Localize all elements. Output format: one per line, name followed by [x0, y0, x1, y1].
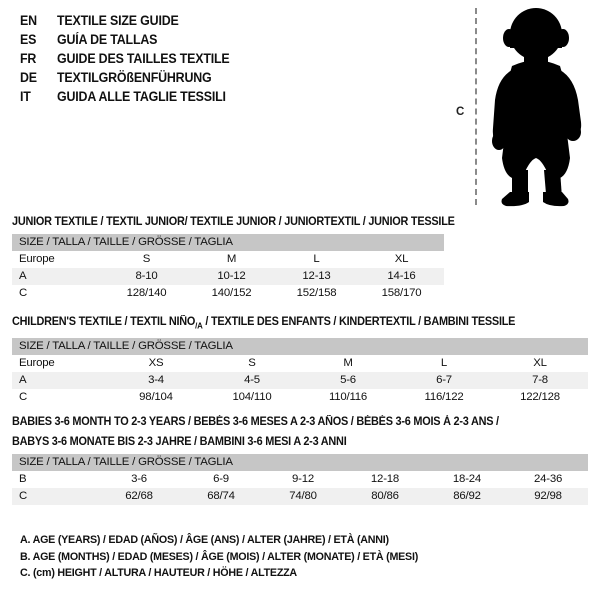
language-code-de: DE — [20, 70, 37, 85]
caption-part-post: / TEXTILE DES ENFANTS / KINDERTEXTIL / B… — [202, 315, 516, 328]
children-table-caption: CHILDREN'S TEXTILE / TEXTIL NIÑO/A / TEX… — [12, 314, 553, 333]
cell: 3-4 — [108, 372, 204, 390]
cell: 116/122 — [396, 389, 492, 407]
babies-table-caption-line1: BABIES 3-6 MONTH TO 2-3 YEARS / BEBÉS 3-… — [12, 415, 499, 428]
table-row: A 8-10 10-12 12-13 14-16 — [12, 268, 444, 285]
language-title-fr: GUIDE DES TAILLES TEXTILE — [57, 51, 230, 66]
cell: 9-12 — [262, 471, 344, 488]
cell: 152/158 — [274, 285, 359, 302]
legend-line-a: A. AGE (YEARS) / EDAD (AÑOS) / ÂGE (ANS)… — [20, 534, 389, 546]
babies-table-caption-line2: BABYS 3-6 MONATE BIS 2-3 JAHRE / BAMBINI… — [12, 435, 347, 448]
cell: 12-18 — [344, 471, 426, 488]
height-indicator-label: C — [456, 106, 465, 118]
language-title-it: GUIDA ALLE TAGLIE TESSILI — [57, 89, 226, 104]
row-label: C — [12, 488, 98, 505]
cell: 122/128 — [492, 389, 588, 407]
language-code-it: IT — [20, 89, 31, 104]
cell: 92/98 — [508, 488, 589, 505]
cell: L — [396, 355, 492, 373]
babies-textile-section: BABIES 3-6 MONTH TO 2-3 YEARS / BEBÉS 3-… — [12, 414, 589, 505]
row-label: C — [12, 285, 104, 302]
language-row: FR GUIDE DES TAILLES TEXTILE — [20, 51, 430, 70]
cell: 62/68 — [98, 488, 180, 505]
junior-size-table: SIZE / TALLA / TAILLE / GRÖSSE / TAGLIA … — [12, 234, 444, 302]
cell: S — [204, 355, 300, 373]
cell: 98/104 — [108, 389, 204, 407]
cell: 128/140 — [104, 285, 189, 302]
row-label: B — [12, 471, 98, 488]
table-row: Europe XS S M L XL — [12, 355, 588, 373]
language-row: DE TEXTILGRÖßENFÜHRUNG — [20, 70, 430, 89]
row-label: C — [12, 389, 108, 407]
cell: 24-36 — [508, 471, 589, 488]
cell: 6-7 — [396, 372, 492, 390]
language-title-en: TEXTILE SIZE GUIDE — [57, 13, 179, 28]
table-header-row: SIZE / TALLA / TAILLE / GRÖSSE / TAGLIA — [12, 234, 444, 251]
cell: 74/80 — [262, 488, 344, 505]
cell: 4-5 — [204, 372, 300, 390]
cell: M — [300, 355, 396, 373]
cell: L — [274, 251, 359, 268]
cell: XL — [359, 251, 444, 268]
cell: 80/86 — [344, 488, 426, 505]
language-row: EN TEXTILE SIZE GUIDE — [20, 13, 430, 32]
row-label: Europe — [12, 251, 104, 268]
row-label: A — [12, 372, 108, 390]
table-row: B 3-6 6-9 9-12 12-18 18-24 24-36 — [12, 471, 589, 488]
height-measurement-figure: C — [440, 0, 600, 215]
cell: 104/110 — [204, 389, 300, 407]
cell: 3-6 — [98, 471, 180, 488]
cell: 10-12 — [189, 268, 274, 285]
cell: XS — [108, 355, 204, 373]
language-title-de: TEXTILGRÖßENFÜHRUNG — [57, 70, 212, 85]
caption-part-sub: /A — [195, 320, 203, 331]
table-row: C 62/68 68/74 74/80 80/86 86/92 92/98 — [12, 488, 589, 505]
cell: S — [104, 251, 189, 268]
table-row: Europe S M L XL — [12, 251, 444, 268]
cell: 86/92 — [426, 488, 508, 505]
cell: 12-13 — [274, 268, 359, 285]
language-code-fr: FR — [20, 51, 37, 66]
size-header-cell: SIZE / TALLA / TAILLE / GRÖSSE / TAGLIA — [12, 234, 444, 251]
toddler-silhouette-icon — [492, 8, 582, 207]
cell: 6-9 — [180, 471, 262, 488]
cell: 5-6 — [300, 372, 396, 390]
cell: 14-16 — [359, 268, 444, 285]
cell: 140/152 — [189, 285, 274, 302]
cell: 158/170 — [359, 285, 444, 302]
table-row: C 128/140 140/152 152/158 158/170 — [12, 285, 444, 302]
legend-line-b: B. AGE (MONTHS) / EDAD (MESES) / ÂGE (MO… — [20, 550, 419, 563]
children-textile-section: CHILDREN'S TEXTILE / TEXTIL NIÑO/A / TEX… — [12, 314, 588, 407]
table-row: A 3-4 4-5 5-6 6-7 7-8 — [12, 372, 588, 390]
language-row: ES GUÍA DE TALLAS — [20, 32, 430, 51]
language-row: IT GUIDA ALLE TAGLIE TESSILI — [20, 89, 430, 108]
height-dashed-line — [475, 8, 477, 205]
size-header-cell: SIZE / TALLA / TAILLE / GRÖSSE / TAGLIA — [12, 454, 589, 471]
junior-table-caption: JUNIOR TEXTILE / TEXTIL JUNIOR/ TEXTILE … — [12, 215, 455, 228]
language-title-list: EN TEXTILE SIZE GUIDE ES GUÍA DE TALLAS … — [20, 13, 430, 108]
measurement-legend: A. AGE (YEARS) / EDAD (AÑOS) / ÂGE (ANS)… — [20, 532, 580, 582]
language-title-es: GUÍA DE TALLAS — [57, 32, 158, 47]
legend-line-c: C. (cm) HEIGHT / ALTURA / HAUTEUR / HÖHE… — [20, 567, 297, 579]
size-header-cell: SIZE / TALLA / TAILLE / GRÖSSE / TAGLIA — [12, 338, 588, 356]
cell: 110/116 — [300, 389, 396, 407]
caption-part-pre: CHILDREN'S TEXTILE / TEXTIL NIÑO — [12, 315, 196, 328]
language-code-es: ES — [20, 32, 37, 47]
junior-textile-section: JUNIOR TEXTILE / TEXTIL JUNIOR/ TEXTILE … — [12, 214, 455, 302]
cell: XL — [492, 355, 588, 373]
table-header-row: SIZE / TALLA / TAILLE / GRÖSSE / TAGLIA — [12, 338, 588, 356]
cell: 8-10 — [104, 268, 189, 285]
cell: 68/74 — [180, 488, 262, 505]
row-label: A — [12, 268, 104, 285]
cell: 7-8 — [492, 372, 588, 390]
table-row: C 98/104 104/110 110/116 116/122 122/128 — [12, 389, 588, 407]
row-label: Europe — [12, 355, 108, 373]
cell: M — [189, 251, 274, 268]
language-code-en: EN — [20, 13, 37, 28]
cell: 18-24 — [426, 471, 508, 488]
babies-size-table: SIZE / TALLA / TAILLE / GRÖSSE / TAGLIA … — [12, 454, 589, 505]
children-size-table: SIZE / TALLA / TAILLE / GRÖSSE / TAGLIA … — [12, 338, 588, 407]
table-header-row: SIZE / TALLA / TAILLE / GRÖSSE / TAGLIA — [12, 454, 589, 471]
